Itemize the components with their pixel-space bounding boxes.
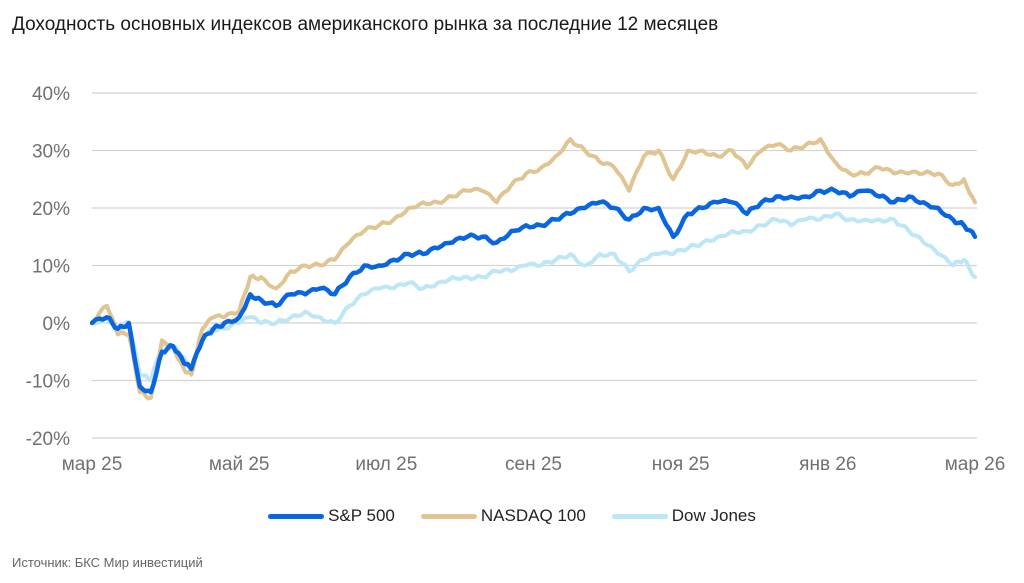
x-tick-label: мар 26 (945, 454, 1006, 475)
legend: S&P 500 NASDAQ 100 Dow Jones (0, 506, 1024, 526)
chart-title: Доходность основных индексов американско… (12, 14, 719, 35)
x-tick-label: сен 25 (505, 454, 562, 475)
legend-swatch-nasdaq100 (420, 513, 477, 519)
x-tick-label: мар 25 (62, 454, 123, 475)
y-tick-label: 10% (32, 257, 70, 278)
legend-item-sp500: S&P 500 (268, 506, 395, 526)
legend-item-nasdaq100: NASDAQ 100 (420, 506, 586, 526)
y-tick-label: -10% (26, 372, 70, 393)
y-axis-ticks: 40% 30% 20% 10% 0% -10% -20% (26, 84, 70, 450)
series-line-dow-jones (90, 211, 977, 383)
y-tick-label: 30% (32, 142, 70, 163)
legend-swatch-sp500 (268, 513, 325, 519)
legend-label-sp500: S&P 500 (328, 506, 395, 525)
legend-swatch-dowjones (611, 513, 668, 519)
series-line-s-p-500 (89, 186, 978, 395)
legend-item-dowjones: Dow Jones (611, 506, 756, 526)
series-line-nasdaq-100 (90, 137, 977, 401)
y-tick-label: 0% (43, 314, 71, 335)
legend-label-nasdaq100: NASDAQ 100 (480, 506, 586, 525)
x-tick-label: ноя 25 (652, 454, 710, 475)
y-tick-label: 20% (32, 199, 70, 220)
y-tick-label: 40% (32, 84, 70, 105)
x-tick-label: янв 26 (799, 454, 856, 475)
source-note: Источник: БКС Мир инвестиций (12, 555, 203, 570)
series-lines (89, 137, 978, 401)
x-axis-ticks: мар 25 май 25 июл 25 сен 25 ноя 25 янв 26 мар … (62, 454, 1006, 475)
y-tick-label: -20% (26, 429, 70, 450)
x-tick-label: июл 25 (355, 454, 417, 475)
legend-label-dowjones: Dow Jones (671, 506, 756, 525)
x-tick-label: май 25 (209, 454, 270, 475)
line-chart: 40% 30% 20% 10% 0% -10% -20% мар 25 май 25 июл 2… (26, 84, 1006, 475)
